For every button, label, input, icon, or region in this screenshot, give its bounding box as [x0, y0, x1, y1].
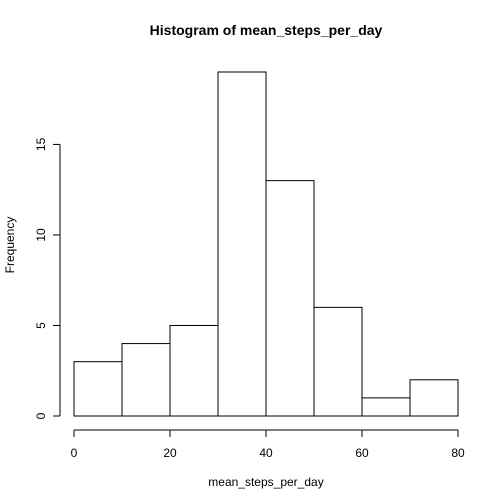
- x-tick-label: 80: [451, 446, 465, 460]
- histogram-bar: [409, 379, 459, 417]
- bars-group: [73, 71, 459, 417]
- y-tick-label: 10: [34, 228, 48, 242]
- y-tick-label: 5: [34, 322, 48, 329]
- chart-title: Histogram of mean_steps_per_day: [150, 22, 383, 38]
- x-tick-label: 20: [163, 446, 177, 460]
- x-axis: 0 20 40 60 80: [71, 429, 465, 460]
- histogram-bar: [313, 306, 363, 417]
- histogram-bar: [73, 361, 123, 417]
- histogram-bar: [217, 71, 267, 417]
- histogram-bar: [265, 180, 315, 417]
- x-tick-label: 60: [355, 446, 369, 460]
- x-tick-label: 40: [259, 446, 273, 460]
- y-tick-label: 15: [34, 137, 48, 151]
- y-axis: 0 5 10 15: [34, 137, 61, 419]
- x-axis-label: mean_steps_per_day: [208, 475, 323, 489]
- x-tick-label: 0: [71, 446, 78, 460]
- histogram-bar: [121, 343, 171, 417]
- y-tick-label: 0: [34, 412, 48, 419]
- y-axis-label: Frequency: [3, 217, 17, 274]
- histogram-bar: [169, 324, 219, 417]
- histogram-bar: [361, 397, 411, 417]
